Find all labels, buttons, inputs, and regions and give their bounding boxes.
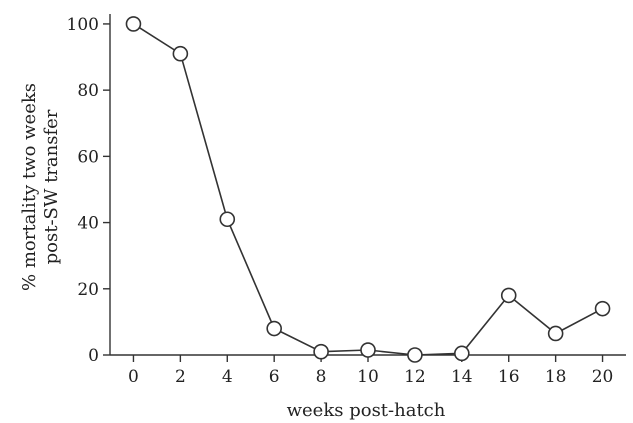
data-point <box>172 45 189 62</box>
plot-area <box>125 16 611 363</box>
data-point <box>360 342 376 358</box>
data-point <box>454 345 470 362</box>
data-point <box>125 16 142 32</box>
data-point <box>407 347 423 363</box>
y-tick-label: 60 <box>77 147 99 167</box>
data-point <box>219 211 236 228</box>
x-tick-label: 18 <box>545 367 567 387</box>
y-tick-label: 80 <box>77 81 99 101</box>
x-tick-label: 20 <box>592 367 614 387</box>
y-tick-label: 40 <box>77 214 99 234</box>
data-point <box>500 287 517 304</box>
x-tick-label: 6 <box>269 367 280 387</box>
x-tick-label: 0 <box>128 367 139 387</box>
axes: 0 20 40 60 80 100 0 2 4 6 8 10 12 14 16 18 20 <box>67 14 626 387</box>
y-tick-label: 100 <box>67 15 99 35</box>
x-tick-label: 12 <box>404 367 426 387</box>
y-axis-title: % mortality two weeks post-SW transfer <box>19 83 62 291</box>
x-tick-label: 14 <box>451 367 473 387</box>
y-tick-label: 20 <box>77 280 99 300</box>
y-axis-title-line-2: post-SW transfer <box>41 109 62 264</box>
y-axis-title-line-1: % mortality two weeks <box>19 83 40 291</box>
data-point <box>594 300 611 317</box>
y-tick-label: 0 <box>88 346 99 366</box>
x-tick-label: 2 <box>175 367 186 387</box>
series-line <box>133 23 603 356</box>
x-axis-title: weeks post-hatch <box>287 400 446 421</box>
data-point <box>313 343 329 360</box>
x-tick-label: 8 <box>316 367 327 387</box>
data-point <box>266 320 282 337</box>
x-tick-label: 16 <box>498 367 520 387</box>
x-tick-label: 4 <box>222 367 233 387</box>
x-tick-label: 10 <box>357 367 379 387</box>
data-point <box>547 325 564 342</box>
